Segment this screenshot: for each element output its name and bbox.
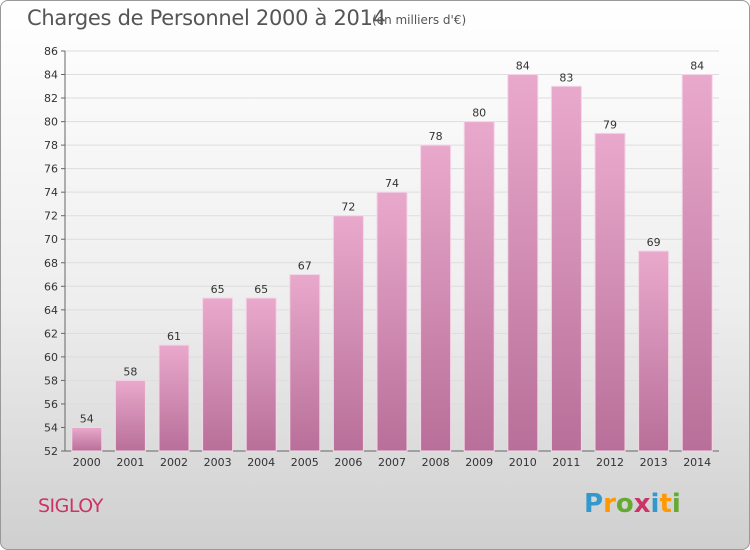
bar-2008	[420, 144, 452, 452]
bar-2002	[158, 344, 190, 452]
chart-unit-subtitle: (en milliers d'€)	[372, 13, 467, 27]
value-label-2002: 61	[167, 330, 181, 343]
logo-letter: r	[603, 489, 616, 519]
bar-2009	[463, 121, 495, 452]
x-tick-label-2011: 2011	[552, 456, 580, 469]
y-tick-label: 80	[44, 116, 58, 129]
logo-letter: P	[584, 489, 604, 519]
y-tick-label: 60	[44, 351, 58, 364]
bar-2007	[376, 191, 408, 452]
bar-2014	[681, 74, 713, 452]
bar-2010	[507, 74, 539, 452]
x-tick-label-2006: 2006	[334, 456, 362, 469]
bar-2013	[638, 250, 670, 452]
value-label-2013: 69	[647, 236, 661, 249]
x-tick-label-2014: 2014	[683, 456, 711, 469]
commune-name: SIGLOY	[38, 495, 103, 517]
y-tick-label: 78	[44, 139, 58, 152]
value-label-2004: 65	[254, 283, 268, 296]
y-tick-label: 82	[44, 92, 58, 105]
y-tick-label: 56	[44, 398, 58, 411]
bar-2005	[289, 274, 321, 452]
value-label-2005: 67	[298, 260, 312, 273]
value-label-2000: 54	[80, 412, 94, 425]
value-label-2007: 74	[385, 177, 399, 190]
y-tick-label: 62	[44, 327, 58, 340]
bar-2004	[245, 297, 277, 452]
bar-2006	[332, 215, 364, 452]
value-label-2003: 65	[211, 283, 225, 296]
x-tick-label-2005: 2005	[291, 456, 319, 469]
bar-2012	[594, 132, 626, 452]
value-label-2010: 84	[516, 60, 530, 73]
x-tick-label-2004: 2004	[247, 456, 275, 469]
y-tick-label: 84	[44, 69, 58, 82]
y-tick-label: 64	[44, 304, 58, 317]
x-tick-label-2001: 2001	[116, 456, 144, 469]
x-tick-label-2012: 2012	[596, 456, 624, 469]
logo-letter: t	[659, 489, 672, 519]
x-tick-label-2008: 2008	[422, 456, 450, 469]
y-tick-label: 86	[44, 45, 58, 58]
bar-2001	[114, 379, 146, 452]
chart-title: Charges de Personnel 2000 à 2014	[27, 6, 386, 30]
y-tick-label: 68	[44, 257, 58, 270]
logo-letter: x	[633, 489, 651, 519]
bars	[71, 74, 713, 452]
value-labels: 54 58 61 65 65 67 72 74 78 80 84 83 79 69 84	[80, 60, 704, 426]
logo-letter: i	[671, 489, 681, 519]
x-tick-label-2007: 2007	[378, 456, 406, 469]
proxiti-logo: Proxiti	[584, 489, 681, 519]
x-tick-label-2002: 2002	[160, 456, 188, 469]
value-label-2011: 83	[559, 71, 573, 84]
logo-letter: i	[650, 489, 660, 519]
y-tick-label: 76	[44, 163, 58, 176]
y-tick-label: 66	[44, 280, 58, 293]
bar-2011	[550, 85, 582, 452]
x-tick-label-2009: 2009	[465, 456, 493, 469]
x-axis-labels: 2000 2001 2002 2003 2004 2005 2006 2007 2008 2009…	[73, 456, 711, 469]
x-tick-label-2000: 2000	[73, 456, 101, 469]
value-label-2006: 72	[341, 201, 355, 214]
x-tick-label-2010: 2010	[509, 456, 537, 469]
y-tick-label: 74	[44, 186, 58, 199]
x-tick-label-2013: 2013	[640, 456, 668, 469]
value-label-2001: 58	[123, 365, 137, 378]
y-tick-label: 58	[44, 374, 58, 387]
y-tick-label: 52	[44, 445, 58, 458]
logo-letter: o	[615, 489, 634, 519]
bar-2000	[71, 426, 103, 452]
y-tick-label: 54	[44, 421, 58, 434]
value-label-2012: 79	[603, 118, 617, 131]
y-tick-label: 70	[44, 233, 58, 246]
value-label-2008: 78	[429, 130, 443, 143]
bar-2003	[202, 297, 234, 452]
y-tick-label: 72	[44, 210, 58, 223]
x-tick-label-2003: 2003	[204, 456, 232, 469]
value-label-2009: 80	[472, 107, 486, 120]
value-label-2014: 84	[690, 60, 704, 73]
